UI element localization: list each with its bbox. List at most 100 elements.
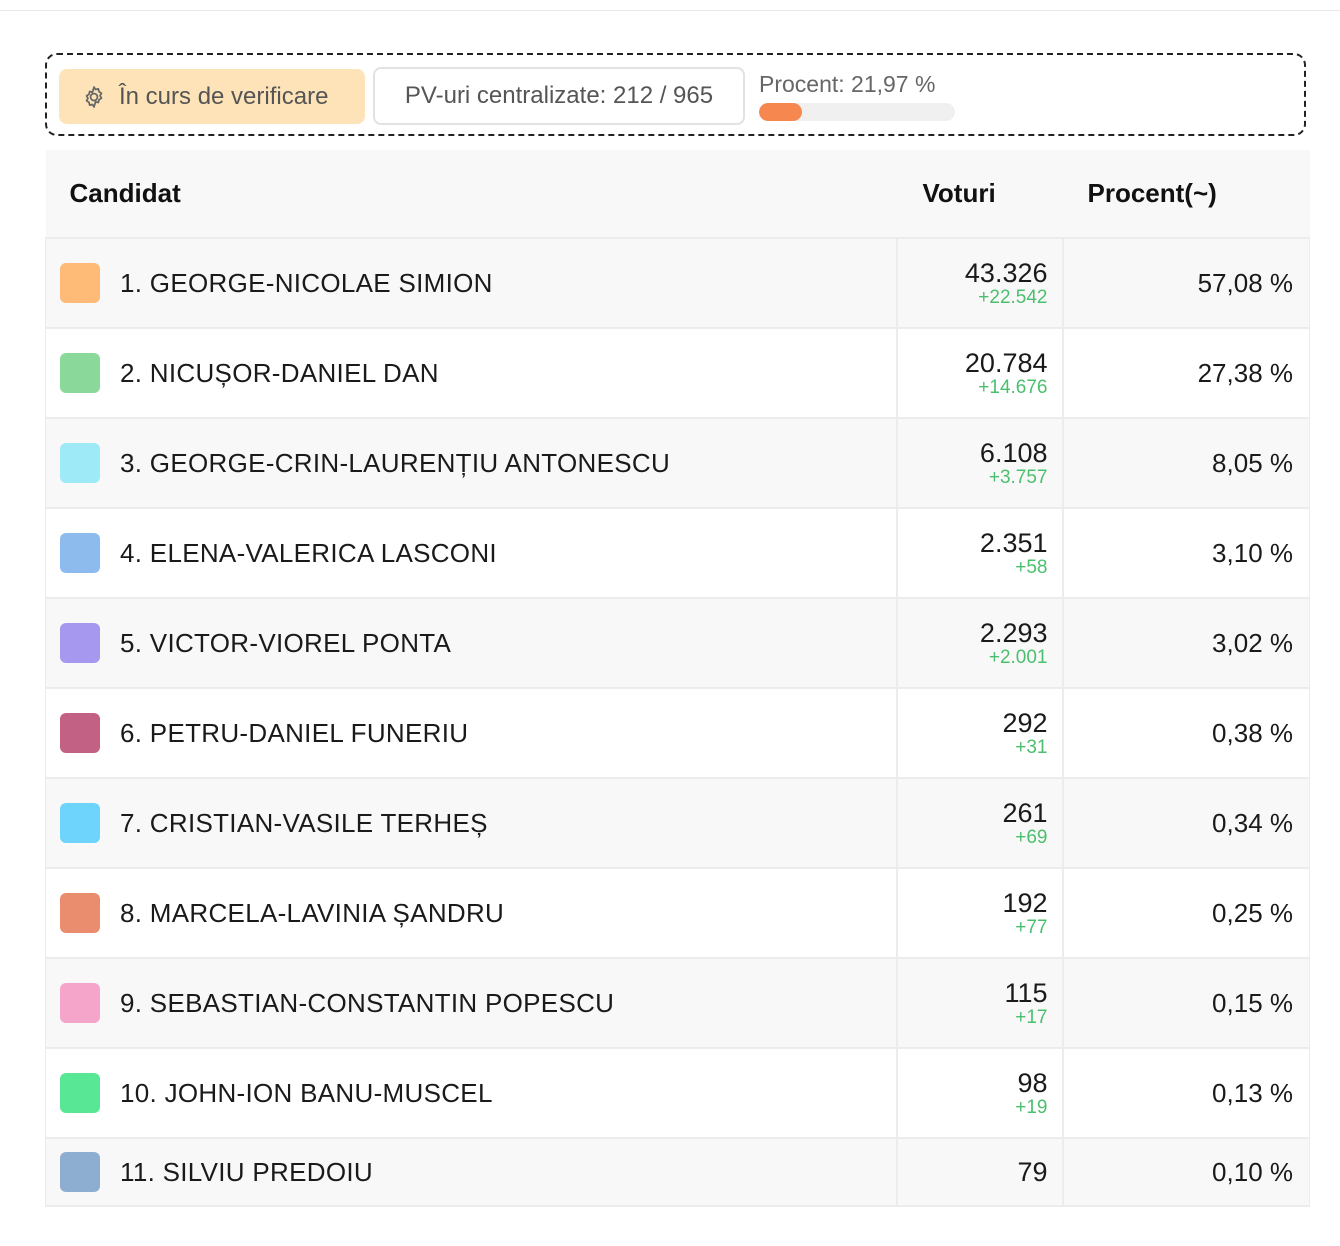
votes-cell: 79	[896, 1138, 1064, 1207]
candidate-name: 3. GEORGE-CRIN-LAURENȚIU ANTONESCU	[120, 447, 671, 478]
candidate-color-swatch	[60, 443, 100, 483]
candidate-name: 5. VICTOR-VIOREL PONTA	[120, 627, 452, 658]
candidate-cell: 5. VICTOR-VIOREL PONTA	[45, 598, 898, 689]
vote-delta: +2.001	[988, 647, 1048, 668]
vote-count: 115	[1004, 978, 1048, 1008]
candidate-cell: 1. GEORGE-NICOLAE SIMION	[45, 238, 898, 329]
candidate: 9. SEBASTIAN-CONSTANTIN POPESCU	[46, 983, 896, 1023]
candidate-color-swatch	[60, 1152, 100, 1192]
percent-cell: 8,05 %	[1062, 418, 1310, 509]
votes-cell: 192 +77	[896, 868, 1064, 959]
candidate: 11. SILVIU PREDOIU	[46, 1152, 896, 1192]
candidate: 10. JOHN-ION BANU-MUSCEL	[46, 1073, 896, 1113]
table-row: 9. SEBASTIAN-CONSTANTIN POPESCU 115 +17 0,1…	[45, 958, 1310, 1049]
candidate: 7. CRISTIAN-VASILE TERHEȘ	[46, 803, 896, 843]
candidate-cell: 7. CRISTIAN-VASILE TERHEȘ	[45, 778, 898, 869]
vote-count: 2.351	[979, 528, 1048, 558]
candidate-name: 9. SEBASTIAN-CONSTANTIN POPESCU	[120, 987, 615, 1018]
table-row: 4. ELENA-VALERICA LASCONI 2.351 +58 3,10 %	[45, 508, 1310, 599]
votes-cell: 2.351 +58	[896, 508, 1064, 599]
votes-cell: 292 +31	[896, 688, 1064, 779]
candidate-name: 1. GEORGE-NICOLAE SIMION	[120, 267, 493, 298]
votes-cell: 43.326 +22.542	[896, 238, 1064, 329]
pv-count-label: PV-uri centralizate: 212 / 965	[404, 82, 714, 109]
vote-count: 2.293	[979, 618, 1048, 648]
votes-cell: 20.784 +14.676	[896, 328, 1064, 419]
candidate-name: 8. MARCELA-LAVINIA ȘANDRU	[120, 897, 505, 928]
votes-cell: 6.108 +3.757	[896, 418, 1064, 509]
candidate-color-swatch	[60, 623, 100, 663]
percent-cell: 0,38 %	[1062, 688, 1310, 779]
table-row: 10. JOHN-ION BANU-MUSCEL 98 +19 0,13 %	[45, 1048, 1310, 1139]
table-row: 3. GEORGE-CRIN-LAURENȚIU ANTONESCU 6.108 +…	[45, 418, 1310, 509]
vote-count: 20.784	[964, 348, 1048, 378]
table-row: 8. MARCELA-LAVINIA ȘANDRU 192 +77 0,25 %	[45, 868, 1310, 959]
candidate: 3. GEORGE-CRIN-LAURENȚIU ANTONESCU	[46, 443, 896, 483]
vote-delta: +58	[1015, 557, 1048, 578]
candidate-name: 7. CRISTIAN-VASILE TERHEȘ	[120, 807, 488, 838]
vote-delta: +3.757	[988, 467, 1048, 488]
candidate-name: 2. NICUȘOR-DANIEL DAN	[120, 357, 439, 388]
percent-cell: 27,38 %	[1062, 328, 1310, 419]
table-row: 7. CRISTIAN-VASILE TERHEȘ 261 +69 0,34 %	[45, 778, 1310, 869]
percent-progress: Procent: 21,97 %	[759, 69, 955, 121]
percent-label: Procent: 21,97 %	[759, 71, 936, 97]
vote-delta: +17	[1015, 1007, 1048, 1028]
table-row: 5. VICTOR-VIOREL PONTA 2.293 +2.001 3,02 %	[45, 598, 1310, 689]
vote-delta: +22.542	[978, 287, 1048, 308]
candidate-name: 11. SILVIU PREDOIU	[120, 1156, 373, 1187]
header-votes: Voturi	[896, 150, 1063, 239]
vote-count: 261	[1002, 798, 1048, 828]
votes-cell: 98 +19	[896, 1048, 1064, 1139]
candidate: 8. MARCELA-LAVINIA ȘANDRU	[46, 893, 896, 933]
percent-cell: 0,34 %	[1062, 778, 1310, 869]
candidate-cell: 10. JOHN-ION BANU-MUSCEL	[45, 1048, 898, 1139]
vote-delta: +77	[1015, 917, 1048, 938]
candidate-cell: 9. SEBASTIAN-CONSTANTIN POPESCU	[45, 958, 898, 1049]
candidate-cell: 2. NICUȘOR-DANIEL DAN	[45, 328, 898, 419]
candidate-name: 6. PETRU-DANIEL FUNERIU	[120, 717, 469, 748]
table-header-row: Candidat Voturi Procent(~)	[45, 150, 1310, 239]
votes-cell: 261 +69	[896, 778, 1064, 869]
candidate-cell: 4. ELENA-VALERICA LASCONI	[45, 508, 898, 599]
candidate-color-swatch	[60, 263, 100, 303]
table-row: 1. GEORGE-NICOLAE SIMION 43.326 +22.542 57,…	[45, 238, 1310, 329]
vote-count: 6.108	[979, 438, 1048, 468]
header-candidate: Candidat	[45, 150, 897, 239]
status-badge-label: În curs de verificare	[119, 82, 329, 110]
vote-count: 79	[1017, 1157, 1048, 1187]
vote-count: 43.326	[964, 258, 1048, 288]
candidate-color-swatch	[60, 983, 100, 1023]
candidate-color-swatch	[60, 1073, 100, 1113]
candidate-name: 10. JOHN-ION BANU-MUSCEL	[120, 1077, 493, 1108]
vote-count: 192	[1002, 888, 1048, 918]
percent-cell: 0,10 %	[1062, 1138, 1310, 1207]
candidate-name: 4. ELENA-VALERICA LASCONI	[120, 537, 497, 568]
candidate-color-swatch	[60, 893, 100, 933]
votes-cell: 115 +17	[896, 958, 1064, 1049]
percent-cell: 3,10 %	[1062, 508, 1310, 599]
candidate: 1. GEORGE-NICOLAE SIMION	[46, 263, 896, 303]
candidate-cell: 11. SILVIU PREDOIU	[45, 1138, 898, 1207]
candidate: 4. ELENA-VALERICA LASCONI	[46, 533, 896, 573]
vote-delta: +69	[1015, 827, 1048, 848]
percent-cell: 57,08 %	[1062, 238, 1310, 329]
top-divider	[0, 10, 1340, 11]
vote-delta: +14.676	[978, 377, 1048, 398]
results-body: 1. GEORGE-NICOLAE SIMION 43.326 +22.542 57,…	[45, 238, 1310, 1207]
candidate-color-swatch	[60, 803, 100, 843]
results-table: Candidat Voturi Procent(~) 1. GEORGE-NIC…	[45, 150, 1310, 1207]
candidate-color-swatch	[60, 713, 100, 753]
percent-cell: 0,25 %	[1062, 868, 1310, 959]
vote-count: 292	[1002, 708, 1048, 738]
pv-count-box: PV-uri centralizate: 212 / 965	[373, 67, 745, 125]
table-row: 2. NICUȘOR-DANIEL DAN 20.784 +14.676 27,38 …	[45, 328, 1310, 419]
percent-progress-fill	[759, 103, 803, 121]
candidate: 5. VICTOR-VIOREL PONTA	[46, 623, 896, 663]
candidate: 6. PETRU-DANIEL FUNERIU	[46, 713, 896, 753]
table-row: 11. SILVIU PREDOIU 79 0,10 %	[45, 1138, 1310, 1207]
percent-cell: 0,15 %	[1062, 958, 1310, 1049]
vote-count: 98	[1017, 1068, 1048, 1098]
percent-progress-track	[759, 103, 955, 121]
votes-cell: 2.293 +2.001	[896, 598, 1064, 689]
